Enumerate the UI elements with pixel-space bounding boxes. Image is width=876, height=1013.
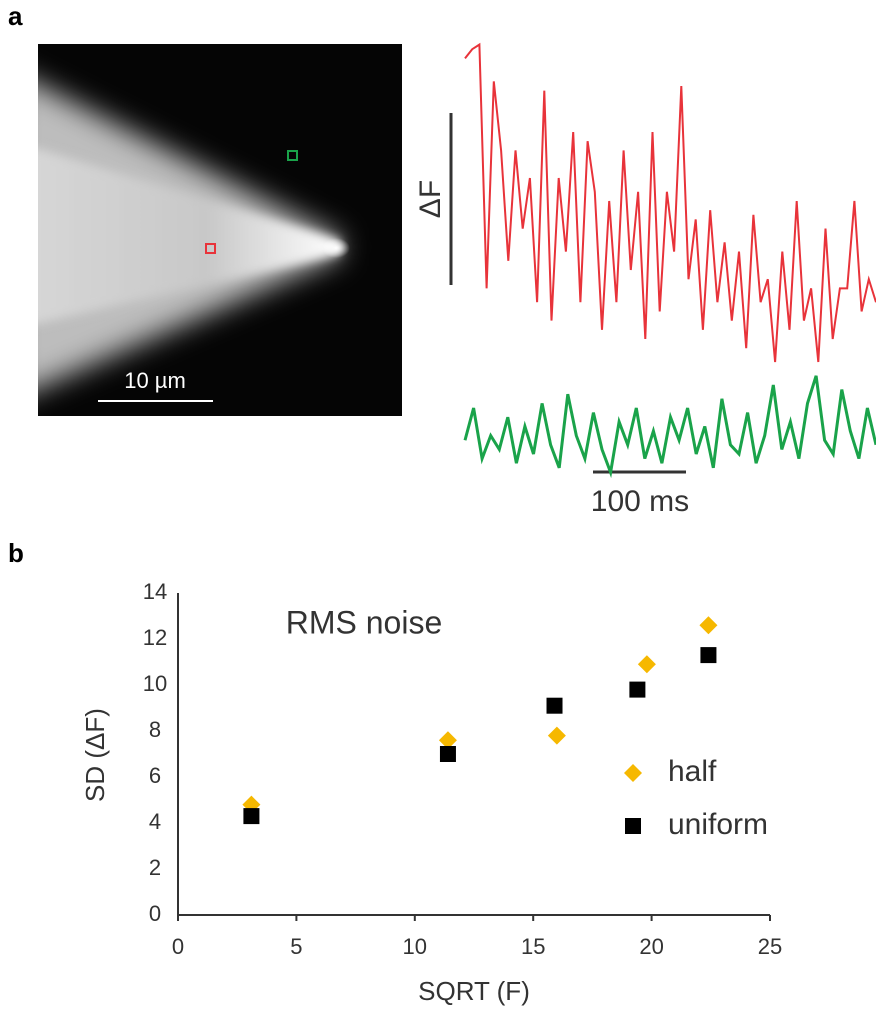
chart-title: RMS noise — [286, 604, 443, 640]
y-axis-label: SD (ΔF) — [80, 708, 110, 802]
trace — [464, 42, 876, 363]
roi-red — [205, 243, 216, 254]
diamond-point — [699, 616, 718, 635]
y-tick-label: 4 — [149, 809, 161, 834]
panel-label: a — [8, 1, 23, 31]
x-tick-label: 5 — [290, 934, 302, 959]
x-axis-label: SQRT (F) — [418, 976, 530, 1006]
square-point — [439, 746, 456, 762]
df-label: ΔF — [414, 180, 447, 218]
x-tick-label: 0 — [172, 934, 184, 959]
square-point — [629, 681, 646, 698]
time-scale-label: 100 ms — [591, 485, 689, 518]
diamond-point — [637, 655, 656, 674]
x-tick-label: 10 — [403, 934, 427, 959]
square-point — [243, 808, 260, 825]
legend-marker — [624, 764, 642, 782]
panel-label: b — [8, 538, 24, 568]
y-tick-label: 14 — [143, 579, 167, 604]
y-tick-label: 6 — [149, 763, 161, 788]
diamond-point — [547, 726, 566, 745]
legend-label: half — [668, 755, 717, 788]
y-tick-label: 8 — [149, 717, 161, 742]
legend-label: uniform — [668, 808, 768, 841]
scale-label: 10 µm — [124, 368, 186, 393]
legend-marker — [625, 818, 641, 834]
y-tick-label: 2 — [149, 855, 161, 880]
square-point — [546, 697, 563, 714]
trace — [463, 375, 876, 479]
y-tick-label: 0 — [149, 901, 161, 926]
x-tick-label: 25 — [758, 934, 782, 959]
y-tick-label: 10 — [143, 671, 167, 696]
x-tick-label: 15 — [521, 934, 545, 959]
x-tick-label: 20 — [639, 934, 663, 959]
roi-green — [287, 150, 298, 161]
square-point — [700, 647, 717, 664]
micrograph: 10 µm — [38, 44, 402, 416]
diamond-point — [438, 731, 457, 750]
y-tick-label: 12 — [143, 625, 167, 650]
